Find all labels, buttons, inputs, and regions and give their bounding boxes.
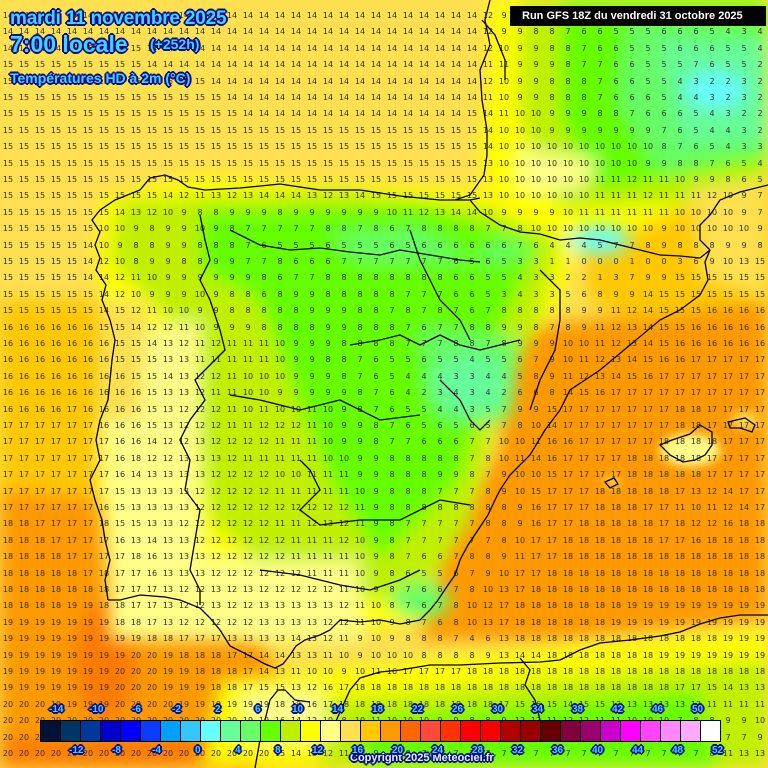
legend-swatch xyxy=(161,721,181,741)
legend-swatch xyxy=(261,721,281,741)
legend-swatch xyxy=(61,721,81,741)
legend-swatch xyxy=(441,721,461,741)
legend-label-top: 6 xyxy=(255,704,261,715)
legend-label-top: 22 xyxy=(412,704,424,715)
legend-swatch xyxy=(521,721,541,741)
legend-swatch xyxy=(461,721,481,741)
legend-label-top: 14 xyxy=(332,704,344,715)
legend-label-bottom: 12 xyxy=(312,745,324,756)
legend-label-bottom: 32 xyxy=(512,745,524,756)
legend-label-bottom: 4 xyxy=(235,745,241,756)
legend-swatch xyxy=(681,721,701,741)
legend-swatch xyxy=(81,721,101,741)
legend-label-top: -10 xyxy=(89,704,104,715)
legend-swatch xyxy=(701,721,720,741)
legend-label-top: 42 xyxy=(612,704,624,715)
forecast-date: mardi 11 novembre 2025 xyxy=(10,8,227,29)
variable-title: Températures HD à 2m (°C) xyxy=(10,70,191,86)
legend-label-bottom: 40 xyxy=(592,745,604,756)
legend-label-bottom: -4 xyxy=(152,745,161,756)
legend-swatch xyxy=(241,721,261,741)
legend-label-bottom: 8 xyxy=(275,745,281,756)
legend-swatch xyxy=(561,721,581,741)
legend-label-top: 50 xyxy=(692,704,704,715)
legend-label-bottom: -12 xyxy=(69,745,84,756)
legend-swatch xyxy=(341,721,361,741)
color-scale-legend xyxy=(40,720,721,742)
legend-swatch xyxy=(661,721,681,741)
legend-label-top: 10 xyxy=(292,704,304,715)
legend-label-top: -2 xyxy=(172,704,181,715)
legend-swatch xyxy=(301,721,321,741)
legend-label-bottom: 0 xyxy=(195,745,201,756)
legend-label-top: 34 xyxy=(532,704,544,715)
copyright-notice: Copyright 2025 Meteociel.fr xyxy=(350,752,494,764)
legend-swatch xyxy=(501,721,521,741)
legend-swatch xyxy=(581,721,601,741)
legend-swatch xyxy=(421,721,441,741)
legend-label-top: 30 xyxy=(492,704,504,715)
legend-label-bottom: 44 xyxy=(632,745,644,756)
legend-swatch xyxy=(201,721,221,741)
legend-label-bottom: 28 xyxy=(472,745,484,756)
legend-swatch xyxy=(181,721,201,741)
legend-swatch xyxy=(621,721,641,741)
legend-swatch xyxy=(121,721,141,741)
legend-label-top: 46 xyxy=(652,704,664,715)
legend-swatch xyxy=(641,721,661,741)
legend-label-bottom: -8 xyxy=(112,745,121,756)
legend-swatch xyxy=(401,721,421,741)
legend-swatch xyxy=(541,721,561,741)
forecast-lead-time: (+252h) xyxy=(150,36,200,52)
legend-swatch xyxy=(361,721,381,741)
legend-label-bottom: 16 xyxy=(352,745,364,756)
legend-swatch xyxy=(281,721,301,741)
legend-label-top: 2 xyxy=(215,704,221,715)
legend-swatch xyxy=(481,721,501,741)
legend-swatch xyxy=(601,721,621,741)
legend-label-top: 38 xyxy=(572,704,584,715)
legend-swatch xyxy=(381,721,401,741)
legend-label-bottom: 48 xyxy=(672,745,684,756)
legend-swatch xyxy=(41,721,61,741)
legend-swatch xyxy=(141,721,161,741)
legend-swatch xyxy=(321,721,341,741)
legend-swatch xyxy=(221,721,241,741)
legend-label-bottom: 24 xyxy=(432,745,444,756)
model-run-label: Run GFS 18Z du vendredi 31 octobre 2025 xyxy=(510,6,766,26)
legend-swatch xyxy=(101,721,121,741)
legend-label-top: 26 xyxy=(452,704,464,715)
legend-label-bottom: 36 xyxy=(552,745,564,756)
forecast-time: 7:00 locale xyxy=(10,31,128,57)
legend-label-top: -6 xyxy=(132,704,141,715)
legend-label-bottom: 52 xyxy=(712,745,724,756)
legend-label-top: 18 xyxy=(372,704,384,715)
legend-label-bottom: 20 xyxy=(392,745,404,756)
legend-label-top: -14 xyxy=(49,704,64,715)
